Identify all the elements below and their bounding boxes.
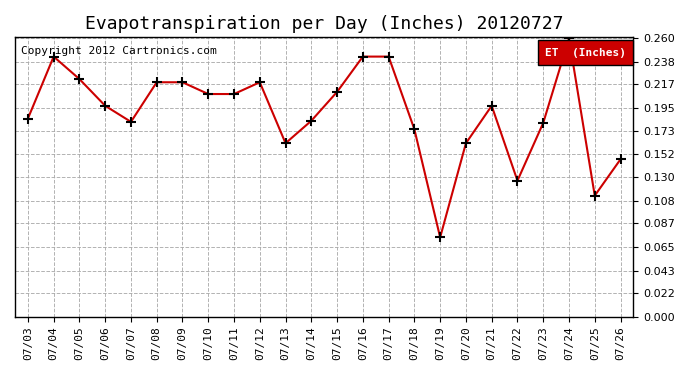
Title: Evapotranspiration per Day (Inches) 20120727: Evapotranspiration per Day (Inches) 2012… (85, 15, 564, 33)
Text: ET  (Inches): ET (Inches) (544, 48, 626, 58)
FancyBboxPatch shape (538, 40, 633, 65)
Text: Copyright 2012 Cartronics.com: Copyright 2012 Cartronics.com (21, 46, 217, 56)
